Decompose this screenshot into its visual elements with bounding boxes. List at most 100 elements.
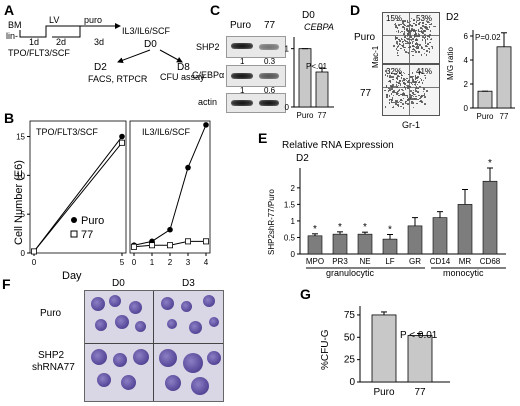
event-dot xyxy=(396,100,398,102)
event-dot xyxy=(412,48,414,51)
event-dot xyxy=(405,37,408,40)
band xyxy=(259,73,279,79)
event-dot xyxy=(416,43,418,45)
event-dot xyxy=(408,38,410,41)
data-point-77 xyxy=(130,243,137,250)
flow-puro-q2: 53% xyxy=(416,14,433,23)
event-dot xyxy=(399,43,401,46)
y-tick-label: 50 xyxy=(344,332,356,343)
event-dot xyxy=(427,28,429,31)
event-dot xyxy=(426,21,429,24)
event-dot xyxy=(392,91,394,93)
event-dot xyxy=(407,25,409,27)
event-dot xyxy=(396,78,399,81)
event-dot xyxy=(415,29,417,32)
event-dot xyxy=(419,44,421,46)
y-tick-label: 10 xyxy=(16,171,25,180)
event-dot xyxy=(412,102,414,104)
cell xyxy=(97,373,111,387)
event-dot xyxy=(401,74,403,77)
event-dot xyxy=(403,39,406,41)
event-dot xyxy=(414,46,417,49)
event-dot xyxy=(384,74,387,76)
event-dot xyxy=(419,100,422,103)
data-point-77 xyxy=(148,242,155,249)
event-dot xyxy=(401,38,404,41)
event-dot xyxy=(431,45,433,48)
event-dot xyxy=(399,31,402,34)
p-value: P=0.02 xyxy=(475,33,501,42)
event-dot xyxy=(428,35,430,37)
event-dot xyxy=(409,46,411,48)
event-dot xyxy=(402,42,405,45)
event-dot xyxy=(415,51,417,53)
event-dot xyxy=(410,98,412,100)
event-dot xyxy=(420,71,422,74)
event-dot xyxy=(419,21,421,24)
quant-shp2-puro: 1 xyxy=(240,57,245,66)
event-dot xyxy=(393,23,396,26)
event-dot xyxy=(390,98,392,101)
event-dot xyxy=(412,95,415,98)
event-dot xyxy=(400,44,403,47)
event-dot xyxy=(397,101,399,104)
event-dot xyxy=(403,82,405,84)
event-dot xyxy=(415,87,418,89)
legend-label-puro: Puro xyxy=(81,215,104,227)
event-dot xyxy=(397,45,400,47)
cell xyxy=(183,353,203,373)
cell xyxy=(209,317,219,327)
event-dot xyxy=(388,95,391,97)
x-axis-label: Day xyxy=(62,270,82,282)
bar-mr xyxy=(457,204,473,255)
event-dot xyxy=(428,51,431,53)
event-dot xyxy=(402,82,405,84)
event-dot xyxy=(401,93,404,95)
bar-77 xyxy=(496,46,512,109)
y-tick-label: 6 xyxy=(464,32,469,41)
legend-marker-puro xyxy=(71,217,77,223)
event-dot xyxy=(415,81,417,83)
event-dot xyxy=(415,39,417,41)
blot-row-shp2: SHP2 xyxy=(196,42,220,52)
data-point-puro xyxy=(119,133,125,140)
tpo-label: TPO/FLT3/SCF xyxy=(8,48,70,58)
event-dot xyxy=(424,30,426,32)
bar-77 xyxy=(315,71,329,108)
x-tick-label: CD14 xyxy=(430,257,451,266)
panel-a-label: A xyxy=(4,2,15,18)
event-dot xyxy=(392,94,395,97)
event-dot xyxy=(402,26,404,28)
event-dot xyxy=(421,46,423,49)
event-dot xyxy=(395,102,397,104)
event-dot xyxy=(400,23,402,26)
event-dot xyxy=(419,71,421,73)
event-dot xyxy=(420,27,422,29)
event-dot xyxy=(388,80,390,83)
event-dot xyxy=(392,84,394,86)
event-dot xyxy=(397,54,399,57)
event-dot xyxy=(405,25,408,28)
event-dot xyxy=(421,27,424,30)
event-dot xyxy=(395,48,398,50)
event-dot xyxy=(412,50,415,53)
event-dot xyxy=(418,94,420,97)
band xyxy=(259,100,279,106)
event-dot xyxy=(422,32,424,34)
event-dot xyxy=(394,91,396,94)
event-dot xyxy=(410,36,412,38)
event-dot xyxy=(407,85,409,87)
event-dot xyxy=(405,94,407,97)
event-dot xyxy=(389,75,391,77)
event-dot xyxy=(402,20,404,23)
event-dot xyxy=(394,23,397,25)
y-tick-label: 0 xyxy=(464,104,469,113)
significance-star: * xyxy=(388,224,392,235)
event-dot xyxy=(396,27,399,29)
event-dot xyxy=(414,32,417,34)
event-dot xyxy=(395,25,397,28)
event-dot xyxy=(407,42,409,44)
event-dot xyxy=(393,101,395,104)
event-dot xyxy=(402,89,405,92)
event-dot xyxy=(414,83,416,86)
